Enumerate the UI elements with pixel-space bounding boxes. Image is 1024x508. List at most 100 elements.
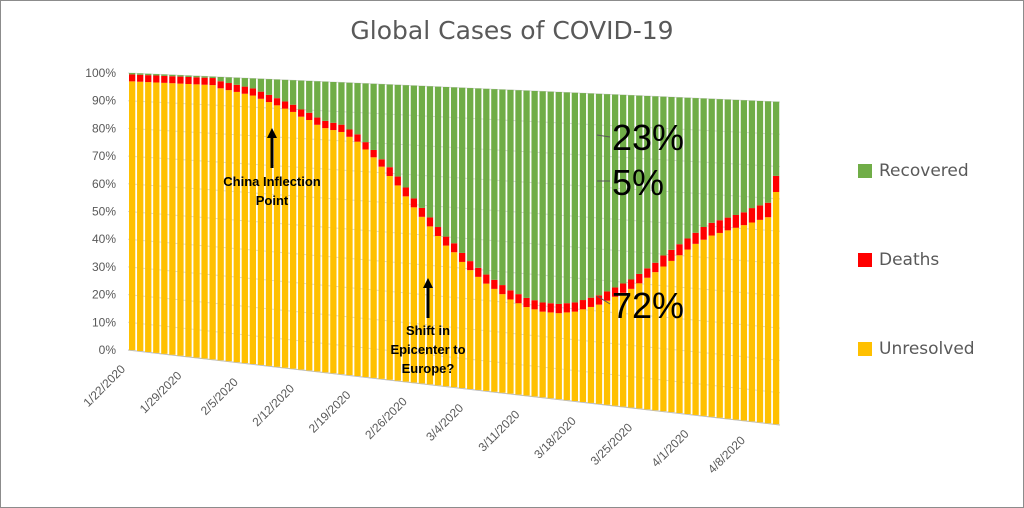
bar-recovered [354,83,361,135]
bar-unresolved [595,304,603,404]
bar-unresolved [660,266,667,412]
bar-recovered [708,98,715,223]
x-tick-label: 2/26/2020 [362,394,410,442]
bar-deaths [241,86,248,94]
bar-recovered [298,80,305,110]
x-tick-label: 3/25/2020 [588,420,636,468]
bar-recovered [322,81,329,121]
x-tick-label: 2/5/2020 [198,375,241,418]
x-tick-label: 1/22/2020 [80,362,128,410]
y-tick-label: 20% [92,288,116,302]
x-tick-label: 4/8/2020 [705,433,748,476]
bar-deaths [700,227,707,240]
bar-recovered [217,76,224,82]
bar-unresolved [772,191,780,425]
bar-unresolved [177,83,184,356]
bar-recovered [563,92,570,304]
bar-deaths [257,91,265,99]
bar-recovered [676,97,683,245]
bar-deaths [644,268,651,278]
bar-deaths [378,159,385,167]
bar-unresolved [410,207,418,383]
bar-recovered [740,100,748,213]
bar-recovered [515,90,522,295]
bar-recovered [426,86,434,218]
bar-unresolved [531,309,538,397]
bar-deaths [724,217,731,231]
bar-deaths [483,274,490,284]
bar-deaths [298,109,305,117]
bar-unresolved [306,120,313,371]
bar-unresolved [652,272,659,411]
bar-recovered [338,82,345,125]
bar-deaths [611,287,619,297]
bar-recovered [644,95,651,269]
bar-unresolved [362,149,369,377]
bar-recovered [571,92,578,303]
bar-deaths [620,283,627,293]
bar-unresolved [692,243,699,415]
bar-recovered [684,97,691,239]
bar-recovered [249,78,257,89]
bar-unresolved [636,283,643,409]
bar-deaths [708,222,715,236]
annotation-europe-line: Epicenter to [390,342,465,357]
bar-unresolved [571,311,578,402]
bar-recovered [555,92,562,304]
bar-recovered [257,78,265,92]
bar-recovered [579,93,587,301]
bar-recovered [668,97,675,250]
bar-unresolved [716,232,723,418]
bar-unresolved [241,93,248,364]
bar-recovered [523,90,530,298]
bar-deaths [732,214,739,228]
y-tick-label: 40% [92,232,116,246]
annotation-europe-line: Shift in [406,323,450,338]
bar-recovered [201,76,208,78]
bar-unresolved [499,294,506,393]
bar-recovered [273,79,281,99]
y-tick-label: 10% [92,315,116,329]
bar-deaths [756,205,764,220]
bar-recovered [233,77,240,85]
bar-recovered [402,85,409,188]
bar-deaths [137,74,144,82]
bar-recovered [362,83,369,143]
bar-deaths [748,208,756,223]
bar-recovered [265,79,273,95]
bar-unresolved [209,85,216,360]
bar-unresolved [740,225,748,421]
bar-deaths [289,104,297,112]
bar-deaths [595,295,603,305]
bar-unresolved [193,84,200,358]
bar-recovered [289,80,297,105]
bar-recovered [507,89,514,291]
bar-deaths [668,249,675,261]
y-tick-label: 80% [92,121,116,135]
bar-unresolved [515,303,522,395]
bar-unresolved [217,88,224,361]
bar-unresolved [563,312,570,401]
bar-deaths [193,77,200,85]
bar-deaths [475,267,482,277]
bar-deaths [652,262,659,273]
bar-recovered [225,77,232,84]
bar-deaths [539,302,546,312]
bar-unresolved [756,219,764,423]
bar-deaths [265,94,273,103]
bar-recovered [595,93,603,296]
bar-unresolved [257,98,265,365]
legend-item-unresolved: Unresolved [858,339,975,359]
bar-unresolved [700,239,707,416]
bar-deaths [418,207,426,217]
legend-swatch-unresolved [858,342,872,356]
bar-unresolved [603,300,611,405]
bar-deaths [370,149,377,158]
bar-deaths [515,294,522,304]
callout-leader [596,134,611,138]
bar-unresolved [314,124,321,372]
bar-deaths [555,303,562,314]
bar-deaths [772,175,780,192]
bar-recovered [732,99,739,215]
bar-unresolved [587,306,595,403]
